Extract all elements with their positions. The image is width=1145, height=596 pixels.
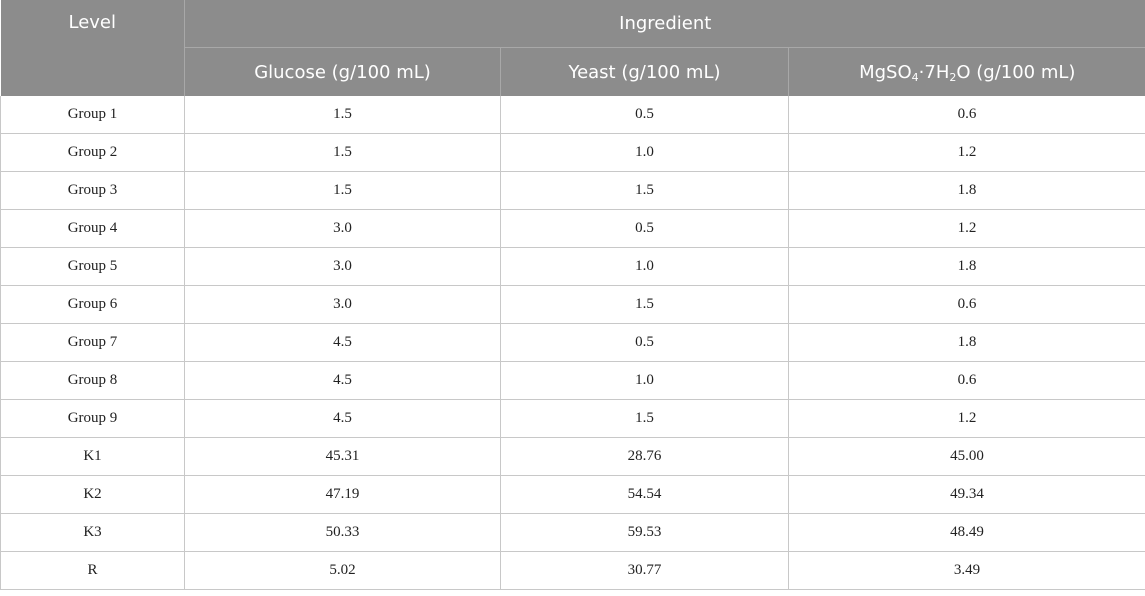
- level-header: Level: [0, 0, 185, 96]
- yeast-cell: 30.77: [500, 551, 789, 590]
- table-row: Group 1 1.5 0.5 0.6: [0, 96, 1145, 134]
- yeast-cell: 0.5: [500, 209, 789, 248]
- glucose-cell: 1.5: [184, 96, 501, 134]
- level-cell: K2: [0, 475, 185, 514]
- level-cell: Group 6: [0, 285, 185, 324]
- level-cell: Group 3: [0, 171, 185, 210]
- table-row: Group 3 1.5 1.5 1.8: [0, 171, 1145, 210]
- glucose-cell: 45.31: [184, 437, 501, 476]
- mgso4-cell: 1.2: [788, 209, 1145, 248]
- mgso4-cell: 1.2: [788, 133, 1145, 172]
- yeast-cell: 28.76: [500, 437, 789, 476]
- yeast-cell: 1.5: [500, 399, 789, 438]
- table-row: K3 50.33 59.53 48.49: [0, 513, 1145, 552]
- glucose-cell: 1.5: [184, 133, 501, 172]
- glucose-cell: 50.33: [184, 513, 501, 552]
- level-cell: Group 9: [0, 399, 185, 438]
- glucose-cell: 3.0: [184, 285, 501, 324]
- table-row: Group 9 4.5 1.5 1.2: [0, 399, 1145, 438]
- yeast-header: Yeast (g/100 mL): [500, 47, 789, 96]
- glucose-cell: 1.5: [184, 171, 501, 210]
- mgso4-cell: 1.8: [788, 323, 1145, 362]
- table-row: Group 6 3.0 1.5 0.6: [0, 285, 1145, 324]
- yeast-cell: 1.5: [500, 171, 789, 210]
- yeast-cell: 1.0: [500, 361, 789, 400]
- level-cell: R: [0, 551, 185, 590]
- mgso4-cell: 0.6: [788, 96, 1145, 134]
- ingredient-header: Ingredient: [184, 0, 1145, 48]
- mgso4-cell: 1.2: [788, 399, 1145, 438]
- glucose-cell: 47.19: [184, 475, 501, 514]
- glucose-cell: 5.02: [184, 551, 501, 590]
- yeast-cell: 0.5: [500, 323, 789, 362]
- glucose-cell: 4.5: [184, 323, 501, 362]
- table-row: Group 2 1.5 1.0 1.2: [0, 133, 1145, 172]
- level-cell: K1: [0, 437, 185, 476]
- yeast-cell: 59.53: [500, 513, 789, 552]
- level-cell: K3: [0, 513, 185, 552]
- table-row: Group 8 4.5 1.0 0.6: [0, 361, 1145, 400]
- table-row: Group 4 3.0 0.5 1.2: [0, 209, 1145, 248]
- mgso4-cell: 3.49: [788, 551, 1145, 590]
- mgso4-cell: 49.34: [788, 475, 1145, 514]
- glucose-cell: 4.5: [184, 399, 501, 438]
- yeast-cell: 1.0: [500, 133, 789, 172]
- mgso4-cell: 45.00: [788, 437, 1145, 476]
- mgso4-cell: 48.49: [788, 513, 1145, 552]
- glucose-cell: 3.0: [184, 209, 501, 248]
- mgso4-cell: 1.8: [788, 171, 1145, 210]
- yeast-cell: 1.5: [500, 285, 789, 324]
- table-body: Group 1 1.5 0.5 0.6 Group 2 1.5 1.0 1.2 …: [0, 96, 1145, 590]
- glucose-header: Glucose (g/100 mL): [184, 47, 501, 96]
- glucose-cell: 3.0: [184, 247, 501, 286]
- table-row: K1 45.31 28.76 45.00: [0, 437, 1145, 476]
- table-row: K2 47.19 54.54 49.34: [0, 475, 1145, 514]
- mgso4-cell: 0.6: [788, 361, 1145, 400]
- yeast-cell: 1.0: [500, 247, 789, 286]
- level-cell: Group 2: [0, 133, 185, 172]
- level-cell: Group 7: [0, 323, 185, 362]
- mgso4-header: MgSO4·7H2O (g/100 mL): [788, 47, 1145, 96]
- glucose-cell: 4.5: [184, 361, 501, 400]
- table-row: Group 5 3.0 1.0 1.8: [0, 247, 1145, 286]
- level-cell: Group 4: [0, 209, 185, 248]
- table-header: Level Ingredient Glucose (g/100 mL) Yeas…: [0, 0, 1145, 96]
- yeast-cell: 54.54: [500, 475, 789, 514]
- level-cell: Group 1: [0, 96, 185, 134]
- mgso4-cell: 0.6: [788, 285, 1145, 324]
- yeast-cell: 0.5: [500, 96, 789, 134]
- table-row: Group 7 4.5 0.5 1.8: [0, 323, 1145, 362]
- level-cell: Group 8: [0, 361, 185, 400]
- level-cell: Group 5: [0, 247, 185, 286]
- mgso4-cell: 1.8: [788, 247, 1145, 286]
- table-row: R 5.02 30.77 3.49: [0, 551, 1145, 590]
